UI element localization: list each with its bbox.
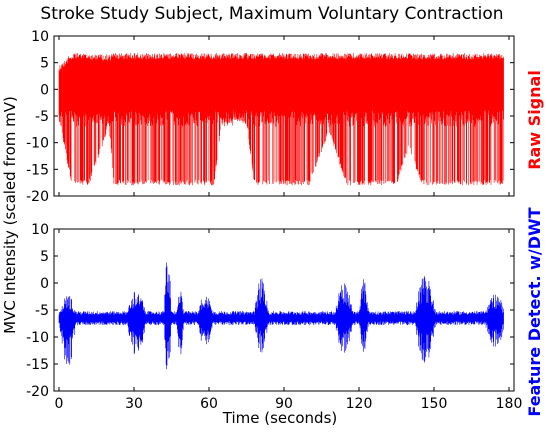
y-tick-label: -20 bbox=[26, 384, 49, 400]
x-tick-label: 90 bbox=[275, 396, 293, 412]
feature-panel: 10 5 0 -5 -10 -15 -20 0 30 60 90 120 150 180 bbox=[26, 222, 522, 412]
y-tick-label: 10 bbox=[31, 222, 49, 238]
feature-signal-trace bbox=[58, 262, 504, 370]
x-tick-label: 60 bbox=[200, 396, 218, 412]
raw-signal-panel: 10 5 0 -5 -10 -15 -20 bbox=[26, 29, 515, 205]
y-tick-label: -5 bbox=[35, 303, 49, 319]
y-tick-label: 5 bbox=[40, 249, 49, 265]
y-tick-label: -10 bbox=[26, 330, 49, 346]
x-tick-label: 150 bbox=[421, 396, 448, 412]
y-tick-label: -15 bbox=[26, 357, 49, 373]
y-tick-label: -10 bbox=[26, 136, 49, 152]
x-tick-label: 30 bbox=[125, 396, 143, 412]
x-tick-label: 180 bbox=[496, 396, 523, 412]
y-tick-label: 0 bbox=[40, 276, 49, 292]
feature-detect-label: Feature Detect. w/DWT bbox=[525, 207, 544, 416]
x-tick-label: 120 bbox=[346, 396, 373, 412]
y-axis-label: MVC Intensity (scaled from mV) bbox=[1, 96, 19, 334]
y-tick-label: 5 bbox=[40, 56, 49, 72]
y-tick-label: -20 bbox=[26, 189, 49, 205]
y-tick-label: 10 bbox=[31, 29, 49, 45]
raw-signal-label: Raw Signal bbox=[525, 70, 544, 170]
plot-frame bbox=[53, 228, 515, 392]
y-tick-label: -5 bbox=[35, 109, 49, 125]
x-axis-label: Time (seconds) bbox=[222, 409, 338, 427]
x-tick-label: 0 bbox=[55, 396, 64, 412]
raw-signal-trace bbox=[58, 53, 504, 186]
y-tick-label: -15 bbox=[26, 162, 49, 178]
chart-title: Stroke Study Subject, Maximum Voluntary … bbox=[40, 4, 503, 24]
y-tick-label: 0 bbox=[40, 82, 49, 98]
